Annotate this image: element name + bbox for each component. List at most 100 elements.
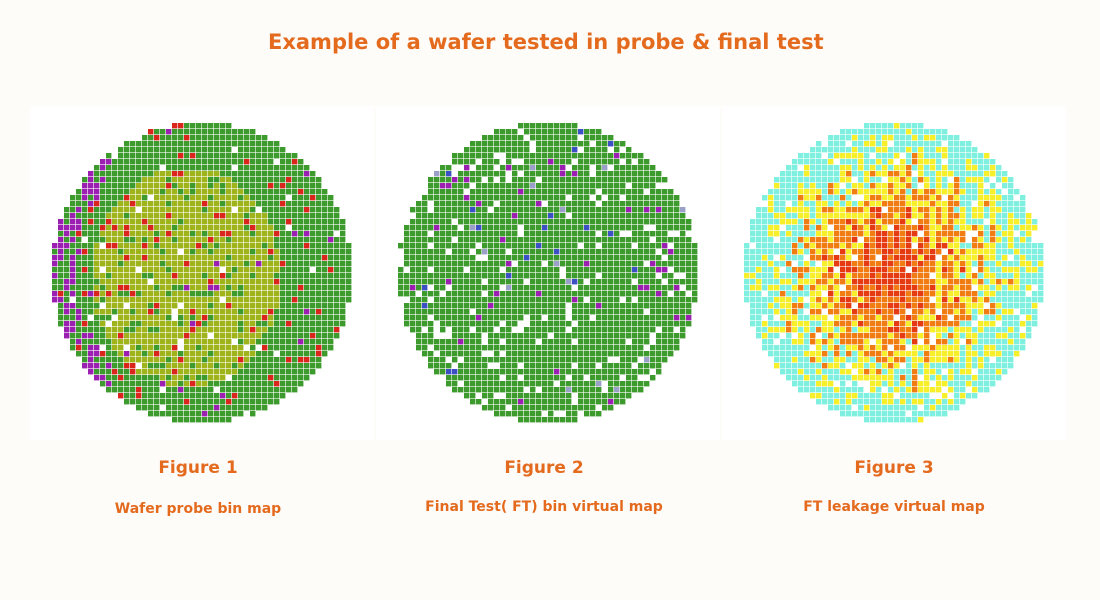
die-cell <box>560 297 566 303</box>
die-cell <box>596 267 602 273</box>
die-cell <box>584 237 590 243</box>
die-cell <box>106 201 112 207</box>
die-cell <box>458 339 464 345</box>
die-cell <box>464 231 470 237</box>
die-cell <box>268 141 274 147</box>
die-cell <box>602 153 608 159</box>
die-cell <box>64 327 70 333</box>
die-cell <box>500 285 506 291</box>
die-cell <box>572 261 578 267</box>
die-cell <box>346 255 352 261</box>
die-cell <box>190 411 196 417</box>
die-cell <box>476 303 482 309</box>
die-cell <box>148 147 154 153</box>
die-cell <box>602 171 608 177</box>
die-cell <box>208 291 214 297</box>
die-cell <box>864 249 870 255</box>
die-cell <box>130 195 136 201</box>
die-cell <box>250 387 256 393</box>
die-cell <box>124 291 130 297</box>
die-cell <box>64 321 70 327</box>
die-cell <box>100 219 106 225</box>
die-cell <box>416 225 422 231</box>
die-cell <box>322 351 328 357</box>
die-cell <box>482 195 488 201</box>
die-cell <box>190 153 196 159</box>
die-cell <box>428 249 434 255</box>
die-cell <box>572 321 578 327</box>
die-cell <box>786 171 792 177</box>
die-cell <box>626 285 632 291</box>
die-cell <box>244 159 250 165</box>
die-cell <box>996 219 1002 225</box>
die-cell <box>620 249 626 255</box>
die-cell <box>196 243 202 249</box>
die-cell <box>446 375 452 381</box>
die-cell <box>488 369 494 375</box>
die-cell <box>560 159 566 165</box>
die-cell <box>680 225 686 231</box>
die-cell <box>298 315 304 321</box>
die-cell <box>446 321 452 327</box>
die-cell <box>440 273 446 279</box>
die-cell <box>674 267 680 273</box>
die-cell <box>548 147 554 153</box>
die-cell <box>978 207 984 213</box>
die-cell <box>536 369 542 375</box>
die-cell <box>590 327 596 333</box>
die-cell <box>512 381 518 387</box>
die-cell <box>112 315 118 321</box>
die-cell <box>404 297 410 303</box>
die-cell <box>250 183 256 189</box>
die-cell <box>310 267 316 273</box>
die-cell <box>340 267 346 273</box>
die-cell <box>828 225 834 231</box>
die-cell <box>530 273 536 279</box>
die-cell <box>530 399 536 405</box>
die-cell <box>220 321 226 327</box>
die-cell <box>82 285 88 291</box>
die-cell <box>882 171 888 177</box>
die-cell <box>996 171 1002 177</box>
die-cell <box>626 315 632 321</box>
die-cell <box>82 321 88 327</box>
die-cell <box>572 249 578 255</box>
die-cell <box>304 315 310 321</box>
die-cell <box>482 381 488 387</box>
die-cell <box>506 351 512 357</box>
die-cell <box>106 309 112 315</box>
die-cell <box>52 279 58 285</box>
die-cell <box>762 201 768 207</box>
die-cell <box>620 225 626 231</box>
die-cell <box>226 255 232 261</box>
die-cell <box>226 153 232 159</box>
die-cell <box>166 279 172 285</box>
die-cell <box>488 213 494 219</box>
die-cell <box>762 261 768 267</box>
die-cell <box>930 267 936 273</box>
die-cell <box>446 213 452 219</box>
die-cell <box>316 267 322 273</box>
die-cell <box>566 399 572 405</box>
die-cell <box>166 327 172 333</box>
die-cell <box>560 183 566 189</box>
die-cell <box>298 333 304 339</box>
die-cell <box>208 369 214 375</box>
die-cell <box>744 273 750 279</box>
die-cell <box>428 357 434 363</box>
die-cell <box>536 255 542 261</box>
die-cell <box>232 393 238 399</box>
die-cell <box>572 327 578 333</box>
die-cell <box>584 303 590 309</box>
die-cell <box>870 129 876 135</box>
die-cell <box>316 225 322 231</box>
die-cell <box>268 189 274 195</box>
die-cell <box>674 207 680 213</box>
die-cell <box>214 393 220 399</box>
die-cell <box>446 369 452 375</box>
die-cell <box>786 273 792 279</box>
die-cell <box>106 315 112 321</box>
die-cell <box>560 213 566 219</box>
die-cell <box>548 291 554 297</box>
die-cell <box>304 351 310 357</box>
